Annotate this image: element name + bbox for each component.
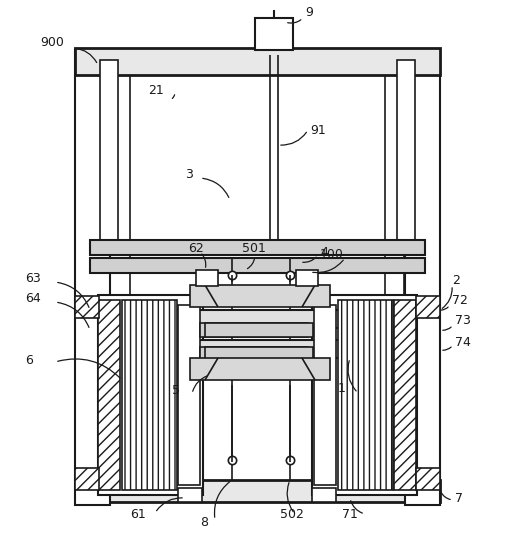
Text: 74: 74: [455, 335, 471, 348]
Bar: [416, 468, 440, 490]
Bar: [397, 60, 415, 245]
Bar: [314, 305, 336, 485]
Bar: [205, 347, 313, 361]
Bar: [130, 310, 388, 328]
Text: 8: 8: [200, 516, 208, 529]
Bar: [178, 305, 200, 485]
Bar: [90, 258, 425, 273]
Text: 71: 71: [342, 508, 358, 522]
Bar: [416, 296, 440, 318]
Bar: [122, 300, 177, 490]
Bar: [200, 323, 308, 337]
Bar: [100, 60, 118, 245]
Text: 100: 100: [320, 248, 344, 262]
Text: 72: 72: [452, 294, 468, 307]
Text: 6: 6: [25, 354, 33, 366]
Text: 63: 63: [25, 271, 41, 285]
Text: 62: 62: [188, 241, 204, 255]
Text: 61: 61: [130, 508, 146, 522]
Bar: [205, 323, 313, 337]
Text: 1: 1: [338, 381, 346, 394]
Bar: [255, 18, 293, 50]
Bar: [196, 270, 218, 286]
Bar: [178, 488, 202, 502]
Bar: [75, 480, 440, 502]
Text: 7: 7: [455, 492, 463, 505]
Bar: [75, 50, 110, 505]
Bar: [90, 55, 425, 250]
Bar: [312, 488, 336, 502]
Bar: [190, 285, 330, 307]
Bar: [75, 468, 99, 490]
Bar: [312, 295, 417, 495]
Text: 73: 73: [455, 314, 471, 326]
Text: 501: 501: [242, 241, 266, 255]
Bar: [394, 300, 416, 490]
Text: 4: 4: [320, 246, 328, 258]
Bar: [190, 358, 330, 380]
Bar: [90, 240, 425, 255]
Text: 502: 502: [280, 508, 304, 522]
Text: 91: 91: [310, 124, 326, 136]
Text: 3: 3: [185, 169, 193, 181]
Text: 900: 900: [40, 35, 64, 49]
Bar: [405, 50, 440, 505]
Text: 64: 64: [25, 292, 41, 304]
Bar: [296, 270, 318, 286]
Bar: [75, 48, 440, 75]
Text: 9: 9: [305, 5, 313, 19]
Bar: [338, 300, 393, 490]
Bar: [200, 347, 308, 361]
Text: 21: 21: [148, 83, 164, 96]
Bar: [75, 296, 99, 318]
Bar: [98, 295, 203, 495]
Text: 2: 2: [452, 273, 460, 287]
Bar: [98, 300, 120, 490]
Text: 5: 5: [172, 384, 180, 396]
Bar: [130, 340, 388, 358]
